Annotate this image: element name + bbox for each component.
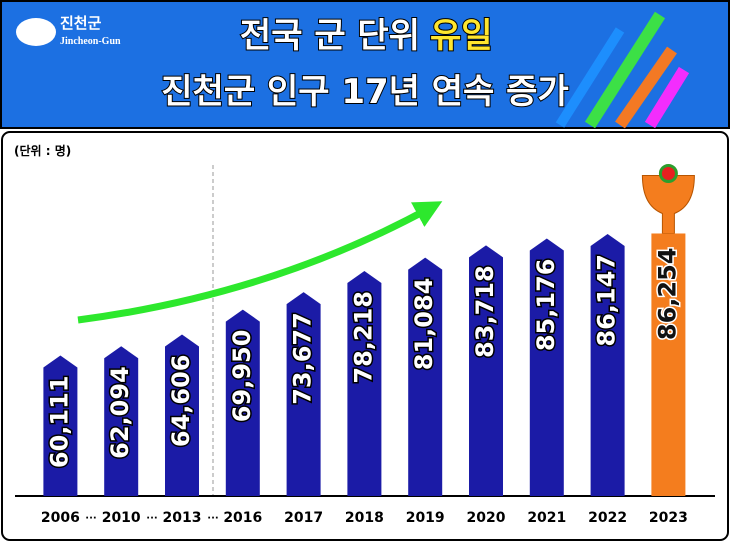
x-tick-label: 2021 bbox=[527, 510, 566, 526]
x-tick-label: 2006 bbox=[41, 510, 80, 526]
value-label: 69,950 bbox=[228, 330, 256, 423]
value-label: 86,147 bbox=[593, 254, 621, 347]
bar bbox=[408, 257, 443, 496]
panel bbox=[1, 131, 729, 541]
x-tick-label: 2019 bbox=[406, 510, 445, 526]
x-tick-label: 2020 bbox=[467, 510, 506, 526]
value-label: 81,084 bbox=[410, 278, 438, 371]
value-label: 60,111 bbox=[45, 375, 73, 468]
x-tick-label: 2018 bbox=[345, 510, 384, 526]
chart-title-highlight: 유일 bbox=[430, 16, 493, 56]
x-tick-label: 2022 bbox=[588, 510, 627, 526]
trophy-flower bbox=[658, 163, 678, 183]
svg-text:···: ··· bbox=[146, 513, 157, 524]
x-tick-label: 2016 bbox=[223, 510, 262, 526]
bar bbox=[104, 346, 139, 496]
value-label: 62,094 bbox=[106, 366, 134, 459]
bar bbox=[225, 309, 260, 496]
value-label: 86,254 bbox=[653, 247, 681, 340]
trophy bbox=[641, 174, 695, 234]
svg-text:···: ··· bbox=[85, 513, 96, 524]
x-tick-label: 2010 bbox=[102, 510, 141, 526]
separators: ··· ··· ··· bbox=[85, 513, 218, 524]
unit-label: (단위 : 명) bbox=[14, 143, 71, 158]
bar bbox=[347, 270, 382, 496]
value-label: 73,677 bbox=[289, 312, 317, 405]
bar bbox=[469, 245, 503, 496]
bar bbox=[590, 233, 625, 497]
value-label: 64,606 bbox=[167, 355, 195, 448]
logo-text: 진천군 bbox=[60, 14, 102, 32]
bar bbox=[165, 334, 199, 496]
bar bbox=[651, 233, 686, 497]
x-tick-label: 2013 bbox=[163, 510, 202, 526]
header-arrows bbox=[555, 11, 690, 129]
value-label: 83,718 bbox=[471, 265, 499, 358]
chart-subtitle: 진천군 인구 17년 연속 증가 bbox=[161, 72, 568, 112]
trend-arrow bbox=[77, 201, 443, 324]
logo-mark bbox=[16, 18, 56, 46]
x-tick-label: 2023 bbox=[649, 510, 688, 526]
value-label: 85,176 bbox=[532, 259, 560, 352]
logo-text-en: Jincheon-Gun bbox=[60, 36, 121, 47]
svg-text:···: ··· bbox=[207, 513, 218, 524]
bar bbox=[286, 292, 321, 496]
x-tick-label: 2017 bbox=[284, 510, 323, 526]
bar bbox=[43, 355, 78, 496]
chart-title: 전국 군 단위 bbox=[240, 16, 420, 56]
value-label: 78,218 bbox=[349, 291, 377, 384]
bar bbox=[529, 238, 564, 496]
